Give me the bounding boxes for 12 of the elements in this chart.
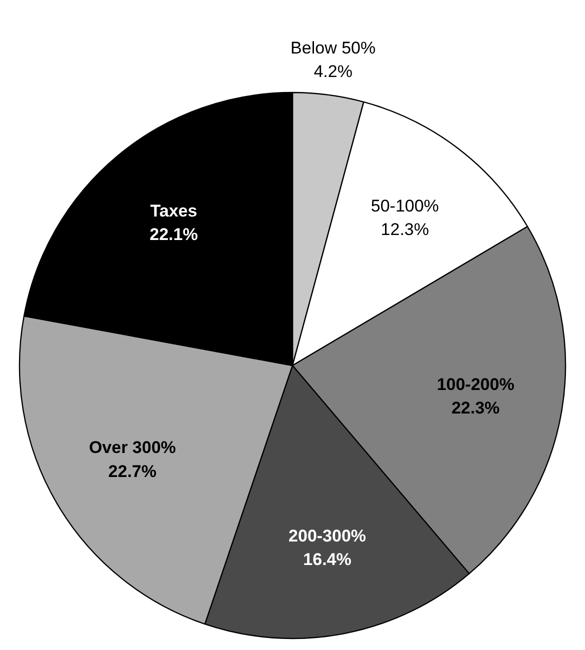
data-label: 22.1% (150, 225, 198, 244)
slice-label: 100-200% (436, 374, 514, 394)
data-label: 4.2% (314, 62, 352, 82)
data-label: 22.3% (451, 398, 500, 418)
data-label: 22.7% (108, 462, 157, 481)
slice-label: Below 50% (290, 38, 376, 58)
data-label: 12.3% (380, 220, 429, 240)
slice-label: 200-300% (288, 526, 366, 546)
data-label: 16.4% (303, 550, 352, 570)
slice-label: Over 300% (88, 438, 176, 458)
slice-label: Taxes (150, 201, 198, 220)
slice-label: 50-100% (370, 196, 439, 216)
